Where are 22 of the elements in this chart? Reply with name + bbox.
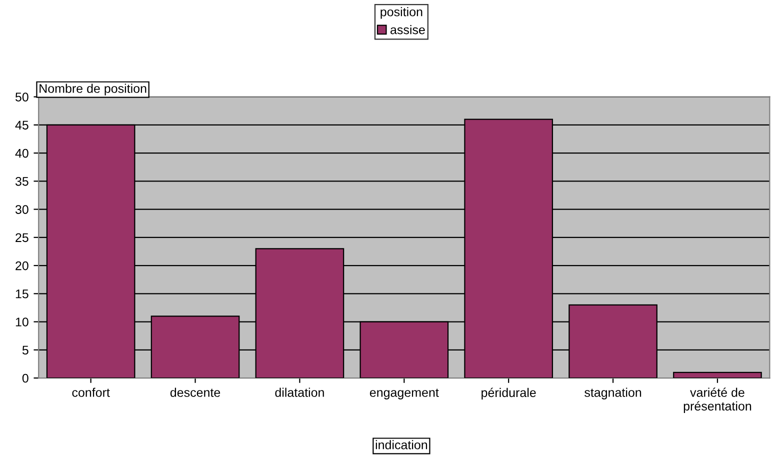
y-tick-label: 10 <box>16 318 28 326</box>
x-tick-label: engagement <box>370 388 439 400</box>
y-tick-label: 50 <box>15 92 28 102</box>
y-tick-label: 45 <box>15 120 28 130</box>
x-tick-label: variété de présentation <box>684 388 752 414</box>
y-tick-label: 5 <box>22 346 28 355</box>
x-tick-label: confort <box>72 388 110 397</box>
y-tick-label: 35 <box>15 176 28 186</box>
y-tick-label: 25 <box>16 233 28 242</box>
legend-title: position <box>380 7 422 19</box>
y-tick-label: 0 <box>22 374 28 383</box>
y-tick-label: 20 <box>16 261 28 270</box>
x-tick-label: descente <box>170 388 220 397</box>
y-tick-label: 40 <box>15 148 28 158</box>
y-axis-title: Nombre de position <box>40 84 146 96</box>
x-tick-label: stagnation <box>584 388 642 400</box>
x-tick-label: dilatation <box>275 388 324 397</box>
x-tick-label: péridurale <box>482 388 536 400</box>
legend-label: assise <box>390 25 425 34</box>
y-tick-label: 15 <box>16 290 28 298</box>
x-axis-title: indication <box>376 440 428 450</box>
y-tick-label: 30 <box>15 205 28 214</box>
